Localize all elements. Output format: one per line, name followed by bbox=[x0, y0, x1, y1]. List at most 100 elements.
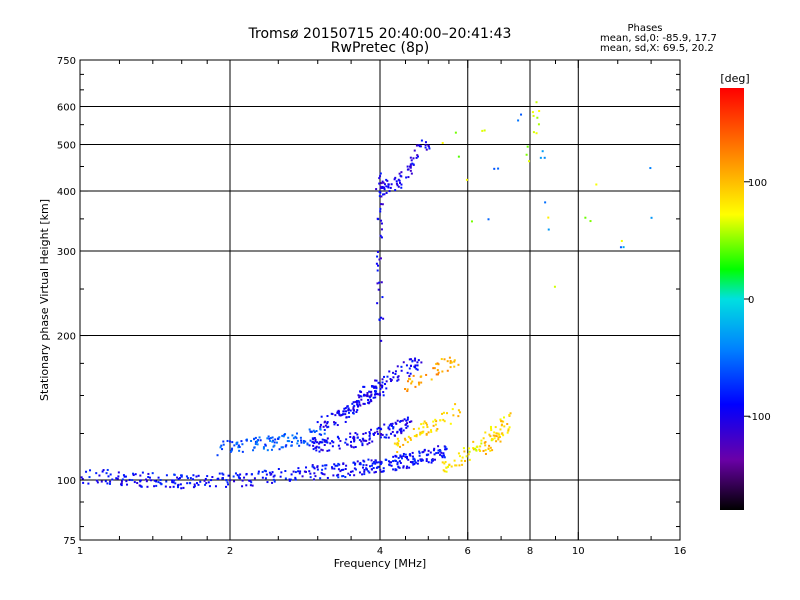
echo-point bbox=[357, 399, 360, 402]
echo-point bbox=[141, 471, 144, 474]
echo-point bbox=[379, 257, 382, 260]
echo-point bbox=[419, 431, 422, 434]
echo-point bbox=[358, 396, 361, 399]
echo-point bbox=[370, 428, 373, 431]
echo-point bbox=[405, 364, 408, 367]
echo-point bbox=[380, 281, 383, 284]
y-tick-label: 300 bbox=[57, 247, 76, 258]
x-tick-label: 2 bbox=[227, 546, 233, 557]
echo-point bbox=[424, 144, 427, 147]
echo-point bbox=[267, 435, 270, 438]
echo-point bbox=[319, 477, 322, 480]
echo-point bbox=[319, 423, 322, 426]
echo-point bbox=[408, 421, 411, 424]
echo-point bbox=[412, 157, 415, 160]
echo-point bbox=[414, 461, 417, 464]
echo-point bbox=[291, 434, 294, 437]
echo-point bbox=[416, 154, 419, 157]
echo-point bbox=[299, 470, 302, 473]
echo-point bbox=[417, 359, 420, 362]
echo-point bbox=[472, 447, 475, 450]
echo-point bbox=[392, 455, 395, 458]
echo-point bbox=[356, 409, 359, 412]
echo-point bbox=[396, 461, 399, 464]
echo-point bbox=[283, 433, 286, 436]
echo-point bbox=[382, 467, 385, 470]
echo-point bbox=[326, 437, 329, 440]
echo-point bbox=[324, 424, 327, 427]
echo-point bbox=[380, 182, 383, 185]
echo-point bbox=[334, 414, 337, 417]
echo-point bbox=[428, 147, 431, 150]
echo-point bbox=[420, 375, 423, 378]
echo-point bbox=[139, 474, 142, 477]
echo-point bbox=[111, 478, 114, 481]
echo-point bbox=[416, 155, 419, 158]
echo-point bbox=[412, 457, 415, 460]
echo-point bbox=[375, 262, 378, 265]
echo-point bbox=[268, 437, 271, 440]
echo-point bbox=[458, 455, 461, 458]
echo-point bbox=[352, 406, 355, 409]
echo-point bbox=[363, 470, 366, 473]
echo-point bbox=[379, 460, 382, 463]
echo-point bbox=[433, 447, 436, 450]
echo-point bbox=[338, 447, 341, 450]
echo-point bbox=[250, 481, 253, 484]
echo-point bbox=[383, 423, 386, 426]
echo-point bbox=[231, 441, 234, 444]
echo-point bbox=[351, 402, 354, 405]
echo-point bbox=[470, 220, 473, 223]
echo-point bbox=[446, 369, 449, 372]
echo-point bbox=[374, 393, 377, 396]
echo-point bbox=[395, 180, 398, 183]
echo-point bbox=[407, 168, 410, 171]
echo-point bbox=[330, 466, 333, 469]
echo-point bbox=[312, 478, 315, 481]
echo-point bbox=[89, 469, 92, 472]
echo-point bbox=[403, 437, 406, 440]
echo-point bbox=[126, 483, 129, 486]
echo-point bbox=[347, 472, 350, 475]
echo-point bbox=[400, 369, 403, 372]
echo-point bbox=[351, 470, 354, 473]
echo-point bbox=[410, 159, 413, 162]
phases-title: Phases bbox=[627, 23, 663, 34]
echo-point bbox=[272, 475, 275, 478]
echo-point bbox=[344, 441, 347, 444]
echo-point bbox=[290, 441, 293, 444]
echo-point bbox=[392, 371, 395, 374]
echo-point bbox=[195, 482, 198, 485]
echo-point bbox=[314, 446, 317, 449]
echo-point bbox=[418, 450, 421, 453]
echo-point bbox=[413, 462, 416, 465]
echo-point bbox=[398, 172, 401, 175]
echo-point bbox=[379, 463, 382, 466]
echo-point bbox=[311, 464, 314, 467]
echo-point bbox=[189, 477, 192, 480]
echo-point bbox=[387, 185, 390, 188]
echo-point bbox=[344, 420, 347, 423]
echo-point bbox=[295, 432, 298, 435]
echo-point bbox=[547, 216, 550, 219]
echo-point bbox=[500, 423, 503, 426]
echo-point bbox=[468, 458, 471, 461]
echo-point bbox=[366, 443, 369, 446]
echo-point bbox=[439, 453, 442, 456]
echo-point bbox=[460, 459, 463, 462]
echo-point bbox=[222, 473, 225, 476]
echo-point bbox=[356, 403, 359, 406]
echo-point bbox=[377, 393, 380, 396]
echo-point bbox=[434, 423, 437, 426]
echo-point bbox=[475, 448, 478, 451]
echo-point bbox=[472, 440, 475, 443]
echo-point bbox=[320, 448, 323, 451]
echo-point bbox=[388, 190, 391, 193]
echo-point bbox=[371, 462, 374, 465]
echo-point bbox=[222, 443, 225, 446]
echo-point bbox=[411, 380, 414, 383]
echo-point bbox=[420, 139, 423, 142]
echo-point bbox=[399, 428, 402, 431]
echo-point bbox=[344, 407, 347, 410]
echo-point bbox=[490, 427, 493, 430]
